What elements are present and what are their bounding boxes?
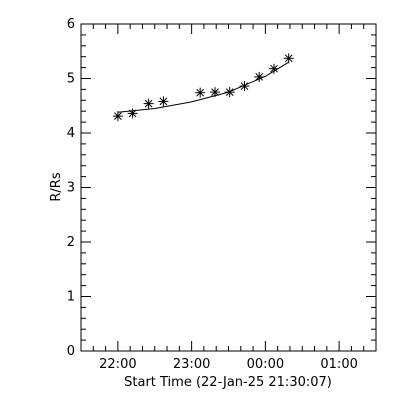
marker-stroke xyxy=(211,88,219,96)
y-tick-label: 3 xyxy=(67,181,75,196)
data-point xyxy=(143,98,154,109)
data-point xyxy=(269,63,279,74)
y-tick-label: 4 xyxy=(67,126,75,141)
y-axis: 0 1 2 3 4 5 6 xyxy=(67,17,376,359)
fit-line xyxy=(117,61,289,113)
y-tick-label: 2 xyxy=(67,235,75,250)
x-tick-label: 22:00 xyxy=(99,357,136,372)
marker-stroke xyxy=(128,109,137,118)
marker-stroke xyxy=(196,88,205,97)
x-axis-label: Start Time (22-Jan-25 21:30:07) xyxy=(124,375,332,390)
data-point xyxy=(224,87,235,98)
data-point xyxy=(112,111,123,122)
y-tick-label: 0 xyxy=(67,344,75,359)
data-point xyxy=(195,87,206,98)
x-axis: 22:00 23:00 00:00 01:00 xyxy=(80,24,377,372)
data-point xyxy=(239,81,250,92)
marker-stroke xyxy=(240,82,249,90)
data-point xyxy=(210,87,220,98)
x-tick-label: 00:00 xyxy=(247,357,284,372)
marker-stroke xyxy=(284,54,293,63)
marker-stroke xyxy=(270,64,278,73)
marker-stroke xyxy=(114,112,122,120)
marker-stroke xyxy=(159,97,168,106)
plot-frame xyxy=(80,23,377,352)
data-point xyxy=(283,53,294,64)
fit-line-group xyxy=(117,61,289,113)
y-axis-label: R/Rs xyxy=(49,172,64,201)
y-tick-label: 1 xyxy=(67,290,75,305)
x-tick-label: 01:00 xyxy=(320,357,357,372)
data-points xyxy=(112,53,294,122)
marker-stroke xyxy=(144,99,153,108)
y-tick-label: 6 xyxy=(67,17,75,32)
data-point xyxy=(127,108,138,119)
y-tick-label: 5 xyxy=(67,72,75,87)
data-point xyxy=(158,96,169,107)
marker-stroke xyxy=(225,88,234,96)
x-tick-label: 23:00 xyxy=(173,357,210,372)
data-point xyxy=(254,71,265,82)
marker-stroke xyxy=(255,73,264,81)
